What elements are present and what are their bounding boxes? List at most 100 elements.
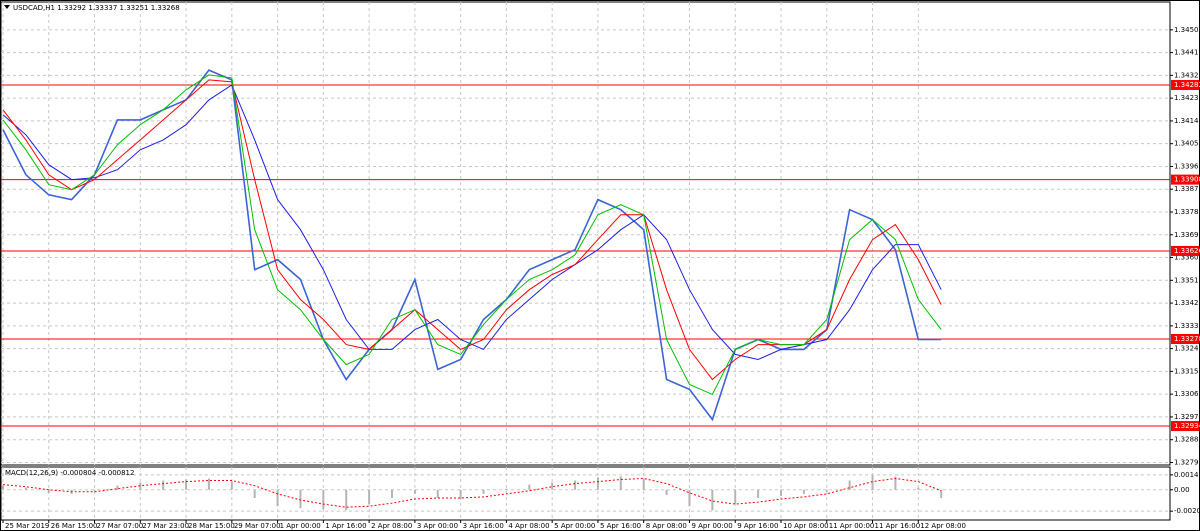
- histogram-bar: [207, 478, 210, 490]
- y-tick-label: 1.32970: [1174, 413, 1200, 421]
- x-tick-label: 12 Apr 08:00: [920, 522, 966, 530]
- series-line: [2, 477, 942, 508]
- y-tick-label: 1.33510: [1174, 276, 1200, 284]
- y-tick-label: 1.33960: [1174, 162, 1200, 170]
- level-label: 1.33908: [1174, 176, 1200, 184]
- y-tick-label: 1.34410: [1174, 49, 1200, 57]
- histogram-bar: [368, 489, 371, 505]
- histogram-bar: [734, 489, 737, 505]
- y-tick-label: 1.33690: [1174, 231, 1200, 239]
- x-tick-label: 27 Mar 23:00: [142, 522, 189, 530]
- histogram-bar: [871, 475, 874, 490]
- histogram-bar: [253, 489, 256, 498]
- histogram-bar: [185, 479, 188, 490]
- chart-title: USDCAD,H1 1.33292 1.33337 1.33251 1.3326…: [13, 4, 180, 12]
- x-tick-label: 2 Apr 08:00: [371, 522, 412, 530]
- y-tick-label: -0.00209: [1174, 507, 1200, 515]
- indicator-title: MACD(12,26,9) -0.000804 -0.000812: [5, 469, 134, 477]
- histogram-bar: [528, 484, 531, 490]
- histogram-bar: [459, 489, 462, 499]
- x-tick-label: 8 Apr 08:00: [646, 522, 687, 530]
- x-tick-label: 1 Apr 16:00: [325, 522, 366, 530]
- histogram-bar: [551, 482, 554, 490]
- histogram-bar: [345, 489, 348, 511]
- y-tick-label: 1.33420: [1174, 299, 1200, 307]
- histogram-bar: [802, 489, 805, 494]
- level-label: 1.33278: [1174, 335, 1200, 343]
- x-tick-label: 26 Mar 15:00: [51, 522, 98, 530]
- x-tick-label: 5 Apr 16:00: [600, 522, 641, 530]
- histogram-bar: [47, 489, 50, 493]
- x-tick-label: 4 Apr 08:00: [508, 522, 549, 530]
- y-tick-label: 0.001452: [1174, 471, 1200, 479]
- histogram-bar: [665, 489, 668, 495]
- histogram-bar: [482, 489, 485, 494]
- y-tick-label: 1.34500: [1174, 26, 1200, 34]
- y-tick-label: 1.33060: [1174, 390, 1200, 398]
- x-tick-label: 5 Apr 00:00: [554, 522, 595, 530]
- histogram-bar: [299, 489, 302, 509]
- histogram-bar: [688, 489, 691, 507]
- histogram-bar: [139, 482, 142, 490]
- histogram-bar: [894, 476, 897, 490]
- histogram-bar: [825, 489, 828, 492]
- x-tick-label: 11 Apr 16:00: [875, 522, 921, 530]
- y-tick-label: 1.34140: [1174, 117, 1200, 125]
- level-label: 1.33626: [1174, 247, 1200, 255]
- histogram-bar: [505, 488, 508, 490]
- y-tick-label: 0.00: [1174, 486, 1190, 494]
- y-tick-label: 1.33330: [1174, 322, 1200, 330]
- x-tick-label: 3 Apr 00:00: [417, 522, 458, 530]
- level-tag: [1171, 334, 1199, 345]
- histogram-bar: [642, 478, 645, 490]
- x-tick-label: 28 Mar 15:00: [188, 522, 235, 530]
- x-tick-label: 27 Mar 07:00: [97, 522, 144, 530]
- y-tick-label: 1.33150: [1174, 367, 1200, 375]
- histogram-bar: [2, 485, 4, 490]
- y-tick-label: 1.34230: [1174, 94, 1200, 102]
- histogram-bar: [162, 480, 165, 490]
- x-tick-label: 10 Apr 08:00: [783, 522, 829, 530]
- histogram-bar: [322, 489, 325, 510]
- histogram-bar: [917, 487, 920, 490]
- histogram-bar: [596, 477, 599, 490]
- histogram-bar: [24, 487, 27, 490]
- menu-arrow: [4, 5, 10, 9]
- histogram-bar: [436, 489, 439, 498]
- panel: [0, 1, 1171, 466]
- x-tick-label: 29 Mar 07:00: [234, 522, 281, 530]
- y-tick-label: 1.32790: [1174, 458, 1200, 466]
- histogram-bar: [230, 481, 233, 490]
- y-tick-label: 1.33600: [1174, 254, 1200, 262]
- histogram-bar: [848, 480, 851, 490]
- y-tick-label: 1.33240: [1174, 345, 1200, 353]
- x-tick-label: 3 Apr 16:00: [463, 522, 504, 530]
- level-tag: [1171, 245, 1199, 256]
- histogram-bar: [413, 489, 416, 494]
- x-tick-label: 1 Apr 00:00: [280, 522, 321, 530]
- x-tick-label: 9 Apr 16:00: [737, 522, 778, 530]
- histogram-bar: [116, 485, 119, 490]
- x-tick-label: 11 Apr 00:00: [829, 522, 875, 530]
- histogram-bar: [574, 480, 577, 490]
- level-tag: [1171, 421, 1199, 432]
- y-tick-label: 1.33870: [1174, 185, 1200, 193]
- level-label: 1.32934: [1174, 422, 1200, 430]
- level-tag: [1171, 174, 1199, 185]
- y-tick-label: 1.34320: [1174, 71, 1200, 79]
- y-tick-label: 1.32880: [1174, 436, 1200, 444]
- series-line: [2, 74, 942, 396]
- histogram-bar: [711, 489, 714, 511]
- x-tick-label: 9 Apr 00:00: [691, 522, 732, 530]
- y-tick-label: 1.33780: [1174, 208, 1200, 216]
- y-tick-label: 1.34050: [1174, 140, 1200, 148]
- level-label: 1.34282: [1174, 81, 1200, 89]
- level-tag: [1171, 79, 1199, 90]
- histogram-bar: [93, 489, 96, 491]
- histogram-bar: [391, 489, 393, 498]
- histogram-bar: [780, 489, 782, 496]
- x-tick-label: 25 Mar 2019: [5, 522, 49, 530]
